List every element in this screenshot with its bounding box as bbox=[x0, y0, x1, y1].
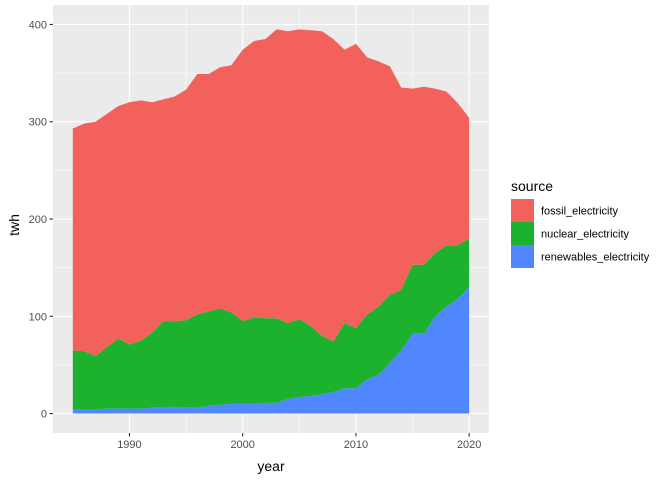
y-axis: 0 100 200 300 400 bbox=[29, 19, 53, 421]
x-axis-title: year bbox=[257, 458, 285, 474]
y-tick-label: 0 bbox=[41, 409, 47, 421]
area-nuclear-electricity bbox=[72, 238, 470, 410]
legend-label-fossil-electricity: fossil_electricity bbox=[541, 206, 619, 218]
area-series-group bbox=[72, 29, 470, 414]
x-tick-label: 2020 bbox=[457, 439, 481, 451]
legend-label-renewables-electricity: renewables_electricity bbox=[541, 252, 650, 264]
legend-key-renewables-electricity bbox=[511, 245, 534, 268]
x-tick-label: 1990 bbox=[117, 439, 141, 451]
legend-title: source bbox=[511, 178, 553, 194]
y-tick-label: 400 bbox=[29, 19, 47, 31]
y-tick-label: 100 bbox=[29, 311, 47, 323]
area-fossil-electricity bbox=[72, 29, 470, 357]
legend-label-nuclear-electricity: nuclear_electricity bbox=[541, 229, 630, 241]
legend-key-fossil-electricity bbox=[511, 199, 534, 222]
y-tick-label: 300 bbox=[29, 117, 47, 129]
x-tick-label: 2000 bbox=[230, 439, 254, 451]
area-renewables-electricity bbox=[72, 287, 470, 414]
y-axis-title: twh bbox=[6, 214, 22, 236]
x-tick-label: 2010 bbox=[344, 439, 368, 451]
x-axis: 1990 2000 2010 2020 bbox=[117, 433, 481, 451]
y-tick-label: 200 bbox=[29, 214, 47, 226]
legend-key-nuclear-electricity bbox=[511, 222, 534, 245]
legend: source fossil_electricity nuclear_electri… bbox=[511, 178, 650, 268]
